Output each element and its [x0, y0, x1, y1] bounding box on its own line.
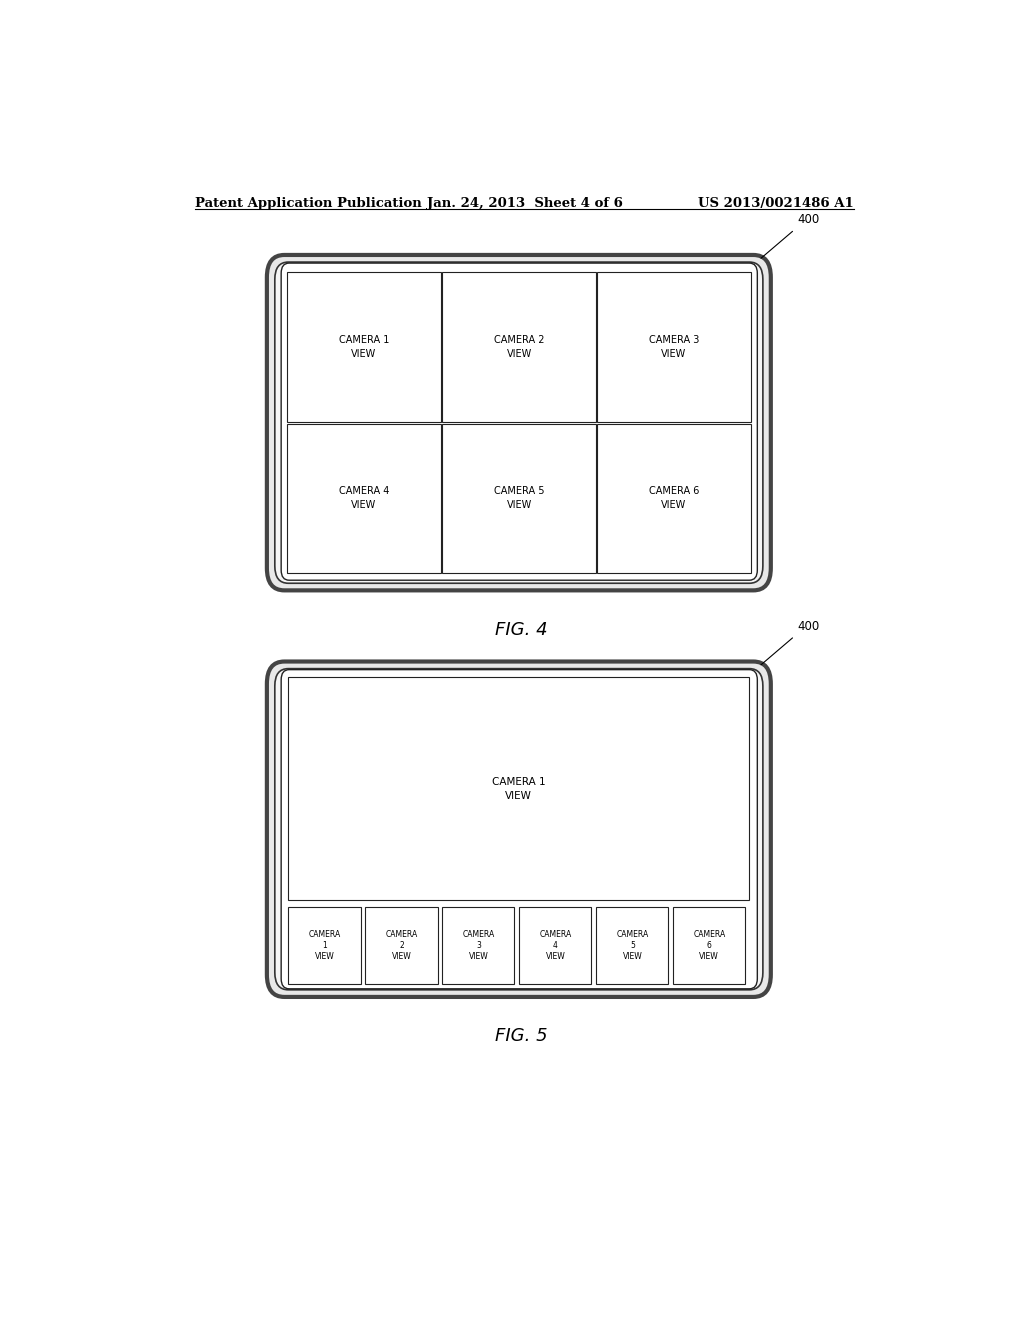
Text: CAMERA
2
VIEW: CAMERA 2 VIEW	[385, 931, 418, 961]
FancyBboxPatch shape	[282, 669, 758, 989]
Bar	[442, 272, 596, 421]
Bar	[366, 907, 437, 983]
Bar	[442, 424, 596, 573]
Text: CAMERA
5
VIEW: CAMERA 5 VIEW	[616, 931, 648, 961]
Text: Jan. 24, 2013  Sheet 4 of 6: Jan. 24, 2013 Sheet 4 of 6	[427, 197, 623, 210]
FancyBboxPatch shape	[274, 263, 763, 583]
Text: CAMERA 3
VIEW: CAMERA 3 VIEW	[649, 335, 699, 359]
Bar	[519, 907, 592, 983]
FancyBboxPatch shape	[267, 255, 771, 590]
Bar	[596, 907, 669, 983]
FancyBboxPatch shape	[267, 661, 771, 997]
Text: CAMERA
1
VIEW: CAMERA 1 VIEW	[308, 931, 341, 961]
Text: 400: 400	[797, 214, 819, 227]
Text: FIG. 5: FIG. 5	[495, 1027, 547, 1045]
Text: CAMERA 4
VIEW: CAMERA 4 VIEW	[339, 486, 389, 511]
Text: Patent Application Publication: Patent Application Publication	[196, 197, 422, 210]
Text: CAMERA 6
VIEW: CAMERA 6 VIEW	[649, 486, 699, 511]
FancyBboxPatch shape	[282, 263, 758, 581]
Bar	[287, 272, 440, 421]
Bar	[597, 424, 751, 573]
Text: FIG. 4: FIG. 4	[495, 620, 547, 639]
Text: CAMERA 1
VIEW: CAMERA 1 VIEW	[493, 776, 546, 800]
Bar	[289, 677, 750, 900]
Text: CAMERA 1
VIEW: CAMERA 1 VIEW	[339, 335, 389, 359]
Text: 400: 400	[797, 620, 819, 634]
Text: CAMERA
4
VIEW: CAMERA 4 VIEW	[540, 931, 571, 961]
Bar	[673, 907, 745, 983]
Bar	[289, 907, 360, 983]
Text: CAMERA
6
VIEW: CAMERA 6 VIEW	[693, 931, 725, 961]
Bar	[287, 424, 440, 573]
Text: CAMERA
3
VIEW: CAMERA 3 VIEW	[462, 931, 495, 961]
Bar	[597, 272, 751, 421]
Bar	[442, 907, 514, 983]
Text: CAMERA 2
VIEW: CAMERA 2 VIEW	[494, 335, 545, 359]
Text: CAMERA 5
VIEW: CAMERA 5 VIEW	[494, 486, 545, 511]
FancyBboxPatch shape	[274, 669, 763, 990]
Text: US 2013/0021486 A1: US 2013/0021486 A1	[698, 197, 854, 210]
